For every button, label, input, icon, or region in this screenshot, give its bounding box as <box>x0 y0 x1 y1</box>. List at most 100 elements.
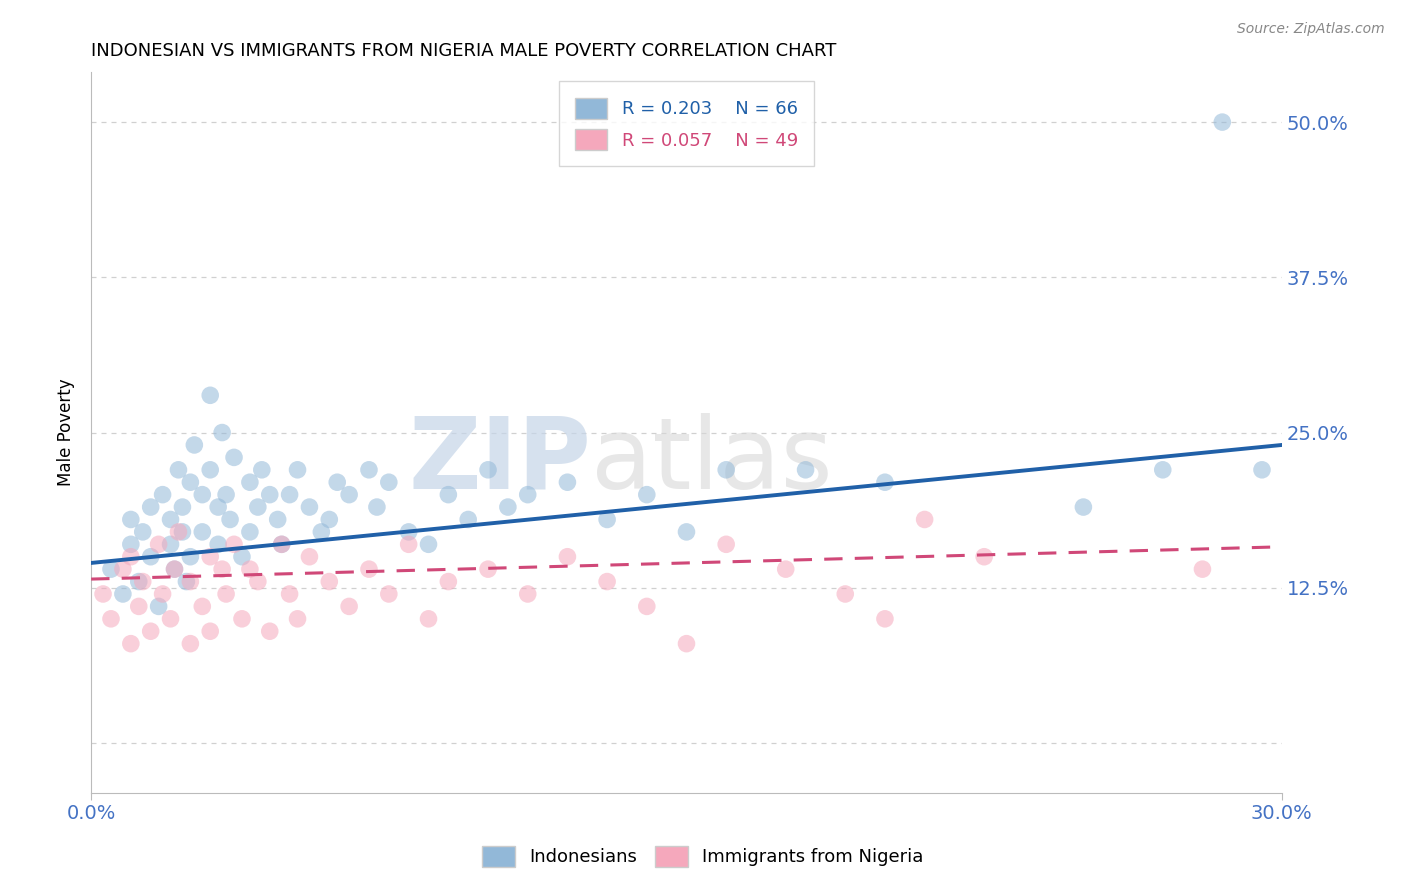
Point <box>714 463 737 477</box>
Point <box>163 562 186 576</box>
Point <box>148 599 170 614</box>
Point <box>298 549 321 564</box>
Legend: Indonesians, Immigrants from Nigeria: Indonesians, Immigrants from Nigeria <box>475 838 931 874</box>
Point <box>211 425 233 440</box>
Point <box>298 500 321 514</box>
Point <box>873 612 896 626</box>
Point <box>239 524 262 539</box>
Point <box>437 488 460 502</box>
Point <box>120 637 142 651</box>
Point <box>239 475 262 490</box>
Point <box>636 599 658 614</box>
Point <box>357 562 380 576</box>
Point <box>179 475 201 490</box>
Point <box>159 512 181 526</box>
Point <box>794 463 817 477</box>
Point <box>111 562 134 576</box>
Point <box>207 537 229 551</box>
Point <box>132 524 155 539</box>
Point <box>366 500 388 514</box>
Point <box>111 587 134 601</box>
Point <box>148 537 170 551</box>
Legend: R = 0.203    N = 66, R = 0.057    N = 49: R = 0.203 N = 66, R = 0.057 N = 49 <box>558 81 814 167</box>
Point <box>437 574 460 589</box>
Point <box>311 524 333 539</box>
Point <box>1251 463 1274 477</box>
Text: Source: ZipAtlas.com: Source: ZipAtlas.com <box>1237 22 1385 37</box>
Point <box>231 549 253 564</box>
Point <box>215 488 238 502</box>
Point <box>128 574 150 589</box>
Point <box>278 587 301 601</box>
Point <box>211 562 233 576</box>
Point <box>675 524 697 539</box>
Point <box>191 524 214 539</box>
Point <box>176 574 198 589</box>
Point <box>172 500 194 514</box>
Point <box>337 599 360 614</box>
Text: INDONESIAN VS IMMIGRANTS FROM NIGERIA MALE POVERTY CORRELATION CHART: INDONESIAN VS IMMIGRANTS FROM NIGERIA MA… <box>91 42 837 60</box>
Point <box>200 463 222 477</box>
Point <box>246 500 269 514</box>
Point <box>457 512 479 526</box>
Point <box>250 463 273 477</box>
Point <box>159 537 181 551</box>
Point <box>179 574 201 589</box>
Point <box>1152 463 1174 477</box>
Point <box>557 549 579 564</box>
Point <box>259 488 281 502</box>
Point <box>246 574 269 589</box>
Point <box>219 512 242 526</box>
Point <box>120 549 142 564</box>
Point <box>200 624 222 639</box>
Point <box>337 488 360 502</box>
Point <box>132 574 155 589</box>
Point <box>596 574 619 589</box>
Point <box>516 488 538 502</box>
Point <box>1073 500 1095 514</box>
Point <box>200 388 222 402</box>
Point <box>159 612 181 626</box>
Point <box>120 512 142 526</box>
Point <box>167 463 190 477</box>
Point <box>873 475 896 490</box>
Point <box>179 637 201 651</box>
Point <box>191 488 214 502</box>
Point <box>239 562 262 576</box>
Point <box>100 562 122 576</box>
Point <box>163 562 186 576</box>
Point <box>128 599 150 614</box>
Point <box>179 549 201 564</box>
Point <box>1191 562 1213 576</box>
Point <box>222 537 245 551</box>
Point <box>477 463 499 477</box>
Point <box>378 475 401 490</box>
Point <box>287 463 309 477</box>
Point <box>557 475 579 490</box>
Point <box>418 612 440 626</box>
Point <box>914 512 936 526</box>
Point <box>596 512 619 526</box>
Point <box>191 599 214 614</box>
Point <box>378 587 401 601</box>
Point <box>222 450 245 465</box>
Point <box>357 463 380 477</box>
Point <box>139 549 162 564</box>
Point <box>418 537 440 551</box>
Point <box>200 549 222 564</box>
Point <box>267 512 290 526</box>
Point <box>152 587 174 601</box>
Point <box>215 587 238 601</box>
Point <box>207 500 229 514</box>
Text: atlas: atlas <box>592 413 832 510</box>
Point <box>139 500 162 514</box>
Point <box>270 537 292 551</box>
Point <box>636 488 658 502</box>
Point <box>398 537 420 551</box>
Point <box>973 549 995 564</box>
Point <box>91 587 114 601</box>
Point <box>477 562 499 576</box>
Point <box>675 637 697 651</box>
Point <box>318 574 340 589</box>
Point <box>120 537 142 551</box>
